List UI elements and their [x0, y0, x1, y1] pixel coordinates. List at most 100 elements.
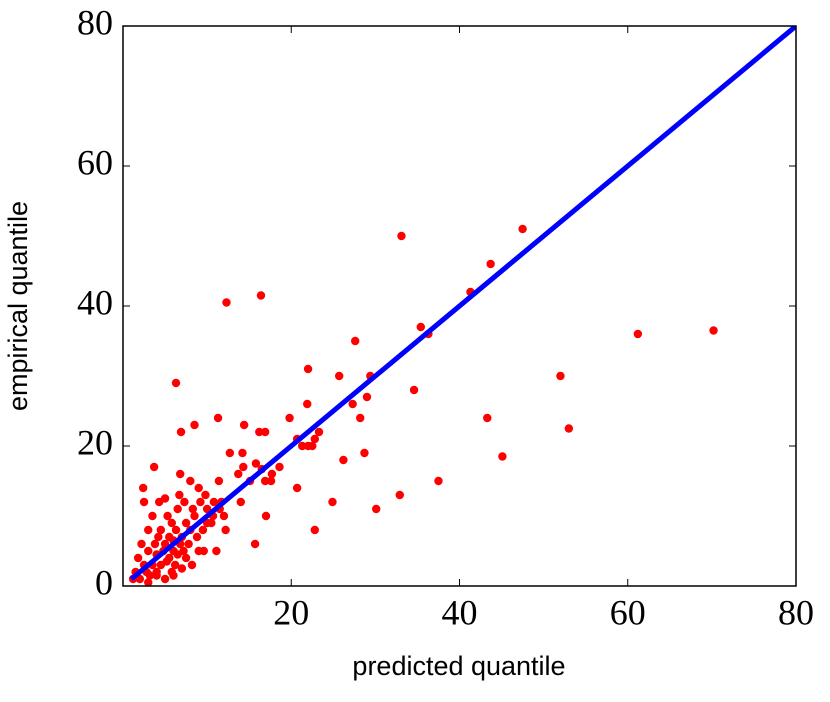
- point: [180, 497, 189, 507]
- point: [207, 518, 216, 528]
- point: [160, 574, 170, 584]
- point: [144, 546, 153, 556]
- point: [348, 399, 357, 409]
- point: [133, 553, 143, 563]
- point: [171, 378, 181, 388]
- point: [149, 462, 159, 472]
- y-tick-label: 80: [77, 2, 113, 42]
- point: [328, 497, 337, 507]
- plot-frame: [122, 25, 797, 587]
- point: [310, 434, 320, 444]
- y-axis-title: empirical quantile: [3, 201, 33, 411]
- point: [267, 469, 277, 479]
- point: [303, 364, 313, 374]
- point: [483, 413, 492, 423]
- point: [192, 532, 202, 542]
- point: [144, 525, 153, 535]
- y-tick-label: 20: [77, 422, 113, 462]
- point: [256, 291, 266, 300]
- point: [225, 448, 235, 458]
- point: [170, 560, 180, 570]
- point: [163, 511, 172, 521]
- point: [173, 504, 182, 514]
- point: [221, 525, 230, 535]
- x-tick-label: 40: [442, 592, 478, 632]
- point: [236, 497, 245, 507]
- point: [165, 553, 174, 563]
- point: [186, 476, 195, 486]
- point: [709, 326, 718, 335]
- point: [314, 427, 324, 437]
- point: [212, 546, 221, 556]
- point: [261, 511, 271, 521]
- plot-area: [128, 26, 796, 586]
- point: [518, 224, 527, 234]
- point: [266, 476, 276, 486]
- point: [181, 518, 191, 528]
- point: [219, 511, 229, 521]
- point: [303, 399, 312, 409]
- point: [238, 448, 247, 458]
- point: [556, 371, 565, 381]
- point: [292, 483, 302, 493]
- x-tick-label: 60: [610, 592, 646, 632]
- x-tick-label: 20: [273, 592, 309, 632]
- point: [194, 483, 203, 493]
- reference-line: [129, 26, 796, 581]
- point: [486, 259, 495, 269]
- point: [356, 413, 365, 423]
- point: [176, 469, 185, 479]
- point: [633, 329, 643, 339]
- point: [148, 511, 157, 521]
- point: [156, 525, 166, 535]
- point: [154, 532, 163, 542]
- point: [310, 525, 320, 535]
- point: [308, 441, 317, 451]
- point: [181, 553, 191, 563]
- point: [362, 392, 372, 402]
- point: [196, 497, 205, 507]
- point: [198, 525, 208, 535]
- point: [335, 371, 344, 381]
- point: [188, 504, 198, 514]
- point: [177, 564, 187, 573]
- point: [139, 497, 149, 507]
- point: [176, 427, 186, 437]
- point: [498, 452, 507, 461]
- point: [167, 518, 176, 528]
- point: [137, 539, 146, 549]
- point: [175, 490, 184, 500]
- point: [250, 539, 260, 549]
- point: [260, 476, 270, 486]
- point: [275, 462, 284, 472]
- point: [285, 413, 294, 423]
- point: [416, 322, 426, 332]
- point: [397, 231, 406, 241]
- point: [360, 448, 369, 458]
- point: [372, 504, 381, 514]
- point: [169, 571, 178, 580]
- y-tick-label: 40: [77, 282, 113, 322]
- x-axis-title: predicted quantile: [352, 651, 565, 681]
- point: [145, 571, 155, 580]
- point: [395, 490, 404, 500]
- point: [239, 462, 248, 472]
- x-tick-label: 80: [778, 592, 814, 632]
- point: [222, 298, 231, 307]
- point: [297, 441, 307, 451]
- point: [138, 483, 148, 493]
- point: [201, 490, 210, 500]
- point: [214, 476, 224, 486]
- point: [144, 578, 153, 586]
- point: [184, 539, 193, 549]
- point: [255, 427, 264, 437]
- y-tick-label: 0: [95, 562, 113, 602]
- point: [434, 476, 443, 486]
- point: [339, 455, 348, 465]
- point: [209, 497, 219, 507]
- point: [150, 539, 160, 549]
- point: [251, 459, 261, 468]
- point: [171, 525, 181, 535]
- point: [234, 469, 243, 479]
